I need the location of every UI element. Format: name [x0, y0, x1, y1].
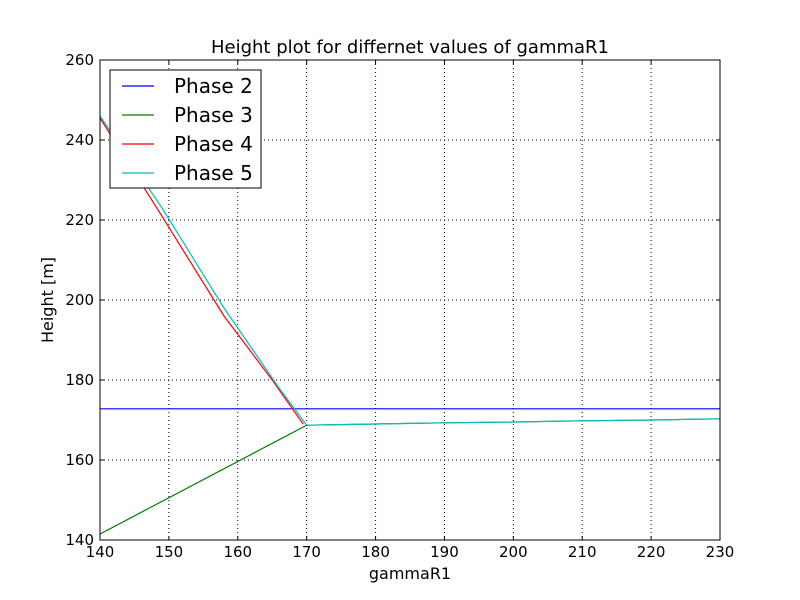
y-tick-label: 160: [65, 451, 94, 469]
x-tick-labels: 140 150 160 170 180 190 200 210 220 230: [86, 543, 735, 561]
x-tick-label: 160: [223, 543, 252, 561]
legend-label-phase-5: Phase 5: [174, 161, 253, 185]
x-tick-label: 210: [568, 543, 597, 561]
x-tick-label: 170: [292, 543, 321, 561]
y-tick-label: 240: [65, 131, 94, 149]
x-tick-label: 190: [430, 543, 459, 561]
x-tick-label: 180: [361, 543, 390, 561]
y-tick-label: 140: [65, 531, 94, 549]
legend-box: [109, 69, 262, 189]
legend-label-phase-3: Phase 3: [174, 103, 253, 127]
legend-label-phase-4: Phase 4: [174, 132, 253, 156]
legend-label-phase-2: Phase 2: [174, 74, 253, 98]
legend: Phase 2 Phase 3 Phase 4 Phase 5: [109, 69, 262, 189]
grid: [100, 60, 720, 540]
y-tick-label: 220: [65, 211, 94, 229]
chart-title: Height plot for differnet values of gamm…: [211, 37, 609, 58]
x-axis-label: gammaR1: [369, 564, 451, 583]
x-tick-label: 150: [155, 543, 184, 561]
x-tick-label: 230: [706, 543, 735, 561]
x-tick-label: 220: [637, 543, 666, 561]
x-tick-label: 140: [86, 543, 115, 561]
axis-ticks: [99, 59, 721, 541]
y-tick-label: 180: [65, 371, 94, 389]
y-tick-label: 260: [65, 51, 94, 69]
y-axis-label: Height [m]: [38, 257, 57, 343]
x-tick-label: 200: [499, 543, 528, 561]
y-tick-labels: 140 160 180 200 220 240 260: [65, 51, 94, 549]
y-tick-label: 200: [65, 291, 94, 309]
phase-5-line: [99, 115, 721, 426]
